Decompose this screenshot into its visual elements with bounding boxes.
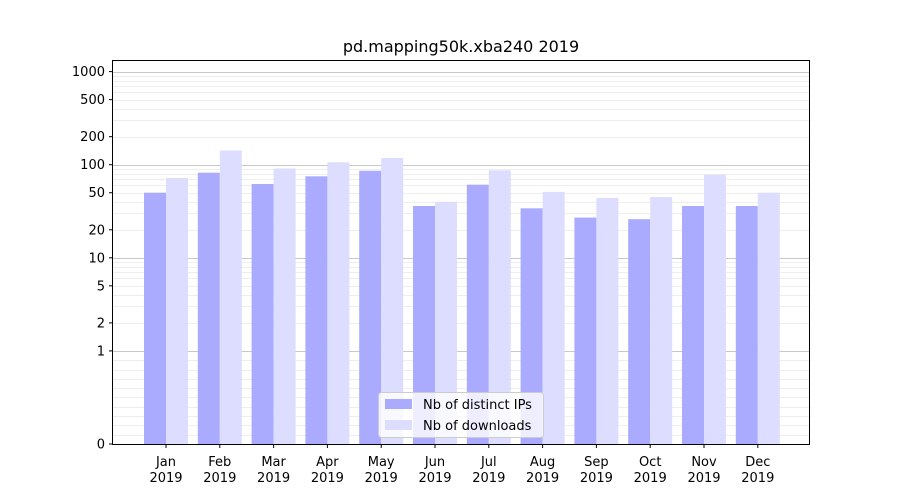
y-tick-label: 1000 [72,65,105,80]
y-tick-label: 0 [97,438,105,453]
bar-distinct-ips-12 [735,206,758,444]
y-tick-label: 500 [80,93,105,108]
x-tick-label: Dec 2019 [741,455,774,486]
y-tick-label: 200 [80,130,105,145]
bar-downloads-11 [704,174,726,445]
bar-downloads-10 [650,197,673,444]
bars-layer [144,150,780,445]
bar-downloads-8 [542,191,565,444]
bar-distinct-ips-7 [466,184,489,444]
x-tick-label: Apr 2019 [311,455,344,486]
x-tick-label: Jan 2019 [149,455,182,486]
bar-distinct-ips-5 [359,170,382,445]
x-tick-label: Aug 2019 [526,455,559,486]
bar-distinct-ips-6 [413,206,435,444]
bar-downloads-7 [488,170,511,445]
legend-label: Nb of distinct IPs [423,398,532,413]
bar-downloads-1 [166,178,188,444]
legend-swatch [385,399,412,409]
x-tick-label: Nov 2019 [687,455,720,486]
bar-downloads-2 [219,150,242,444]
y-tick-label: 10 [88,251,105,266]
legend-label: Nb of downloads [423,419,532,434]
bar-distinct-ips-2 [197,172,220,444]
y-tick-label: 1 [97,344,105,359]
bar-downloads-12 [757,192,780,444]
bar-distinct-ips-3 [251,184,274,444]
bar-distinct-ips-1 [144,192,166,444]
x-tick-label: May 2019 [365,455,398,486]
bar-distinct-ips-4 [305,176,328,445]
bar-distinct-ips-9 [574,217,597,444]
y-tick-label: 20 [88,223,105,238]
bar-downloads-6 [435,201,457,444]
bar-distinct-ips-11 [682,206,704,444]
x-tick-label: Oct 2019 [634,455,667,486]
plot-frame [112,60,810,445]
y-tick-label: 2 [97,316,105,331]
bar-distinct-ips-8 [520,208,543,444]
y-tick-label: 100 [80,158,105,173]
legend-box [378,392,544,438]
bar-distinct-ips-10 [628,219,651,444]
x-tick-label: Sep 2019 [580,455,613,486]
bar-downloads-4 [327,162,350,445]
x-tick-label: Mar 2019 [257,455,290,486]
y-tick-label: 50 [88,186,105,201]
x-tick-label: Feb 2019 [203,455,236,486]
x-axis: Jan 2019 Feb 2019 Mar 2019 Apr 2019 May 2019 Jun 20… [149,444,774,486]
chart-title: pd.mapping50k.xba240 2019 [343,37,579,56]
legend-swatch [385,420,412,430]
y-tick-label: 5 [97,279,105,294]
x-tick-label: Jul 2019 [472,455,505,486]
legend: Nb of distinct IPs Nb of downloads [378,392,544,438]
x-tick-label: Jun 2019 [418,455,451,486]
bar-downloads-3 [273,168,296,444]
bar-downloads-9 [596,197,619,444]
y-axis: 0 1 2 5 10 20 50 100 200 500 1000 [72,65,113,453]
bar-downloads-5 [381,158,404,444]
